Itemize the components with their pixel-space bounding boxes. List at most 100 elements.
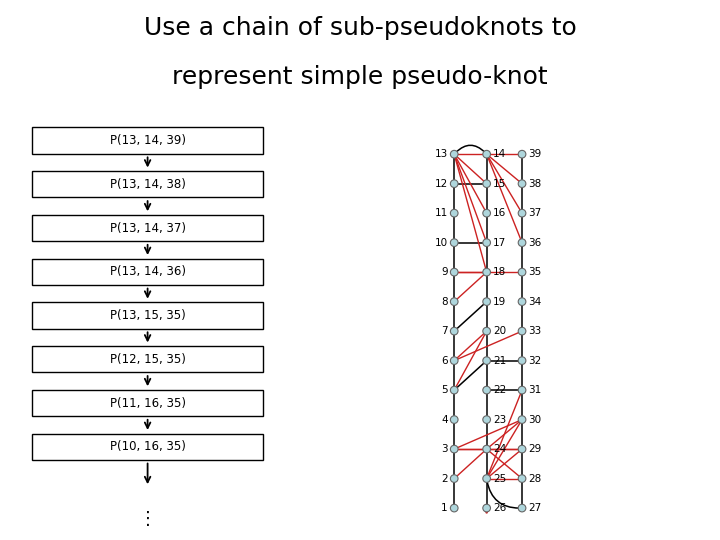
Circle shape (518, 150, 526, 158)
Text: P(13, 14, 38): P(13, 14, 38) (109, 178, 186, 191)
Text: represent simple pseudo-knot: represent simple pseudo-knot (172, 65, 548, 89)
Circle shape (483, 475, 490, 482)
Text: 6: 6 (441, 356, 448, 366)
Text: 22: 22 (493, 385, 506, 395)
Text: Use a chain of sub-pseudoknots to: Use a chain of sub-pseudoknots to (143, 16, 577, 40)
FancyBboxPatch shape (32, 259, 263, 285)
Circle shape (483, 357, 490, 364)
FancyArrowPatch shape (487, 481, 519, 508)
Circle shape (451, 504, 458, 512)
Circle shape (451, 239, 458, 246)
Circle shape (483, 298, 490, 306)
Circle shape (451, 475, 458, 482)
Text: 29: 29 (528, 444, 541, 454)
Circle shape (518, 210, 526, 217)
Text: P(13, 14, 37): P(13, 14, 37) (109, 221, 186, 234)
Circle shape (451, 446, 458, 453)
Circle shape (518, 446, 526, 453)
FancyArrowPatch shape (456, 145, 485, 152)
Text: 25: 25 (493, 474, 506, 484)
Circle shape (451, 357, 458, 364)
Circle shape (451, 180, 458, 187)
Text: 27: 27 (528, 503, 541, 513)
Circle shape (451, 327, 458, 335)
Text: ⋮: ⋮ (138, 510, 157, 529)
Text: 9: 9 (441, 267, 448, 277)
Circle shape (483, 210, 490, 217)
Circle shape (483, 239, 490, 246)
Circle shape (451, 298, 458, 306)
Text: 13: 13 (434, 149, 448, 159)
Text: 7: 7 (441, 326, 448, 336)
Text: 37: 37 (528, 208, 541, 218)
Circle shape (518, 180, 526, 187)
Text: 19: 19 (493, 296, 506, 307)
Text: 30: 30 (528, 415, 541, 424)
FancyBboxPatch shape (32, 390, 263, 416)
Circle shape (518, 416, 526, 423)
FancyArrowPatch shape (485, 510, 488, 513)
Circle shape (483, 150, 490, 158)
Circle shape (518, 268, 526, 276)
Text: 33: 33 (528, 326, 541, 336)
Circle shape (518, 327, 526, 335)
Circle shape (483, 416, 490, 423)
Circle shape (518, 504, 526, 512)
Text: 5: 5 (441, 385, 448, 395)
Text: 31: 31 (528, 385, 541, 395)
Circle shape (451, 268, 458, 276)
Text: P(10, 16, 35): P(10, 16, 35) (109, 440, 186, 453)
Text: P(13, 15, 35): P(13, 15, 35) (109, 309, 186, 322)
Text: 17: 17 (493, 238, 506, 248)
Circle shape (483, 327, 490, 335)
Circle shape (483, 446, 490, 453)
Text: 12: 12 (434, 179, 448, 188)
FancyBboxPatch shape (32, 171, 263, 198)
Text: P(13, 14, 39): P(13, 14, 39) (109, 134, 186, 147)
Text: 21: 21 (493, 356, 506, 366)
Text: 23: 23 (493, 415, 506, 424)
Text: P(13, 14, 36): P(13, 14, 36) (109, 265, 186, 278)
Text: 16: 16 (493, 208, 506, 218)
Text: 26: 26 (493, 503, 506, 513)
Circle shape (451, 150, 458, 158)
Text: 36: 36 (528, 238, 541, 248)
Text: 32: 32 (528, 356, 541, 366)
Circle shape (518, 475, 526, 482)
Text: 35: 35 (528, 267, 541, 277)
Circle shape (483, 180, 490, 187)
Circle shape (451, 416, 458, 423)
FancyBboxPatch shape (32, 434, 263, 460)
FancyBboxPatch shape (32, 346, 263, 373)
Circle shape (483, 504, 490, 512)
Text: 3: 3 (441, 444, 448, 454)
Text: 14: 14 (493, 149, 506, 159)
Circle shape (518, 357, 526, 364)
Text: 24: 24 (493, 444, 506, 454)
FancyBboxPatch shape (32, 215, 263, 241)
Text: 38: 38 (528, 179, 541, 188)
Text: 28: 28 (528, 474, 541, 484)
Text: 18: 18 (493, 267, 506, 277)
Text: 15: 15 (493, 179, 506, 188)
Text: 11: 11 (434, 208, 448, 218)
Circle shape (483, 268, 490, 276)
Circle shape (518, 386, 526, 394)
Text: P(11, 16, 35): P(11, 16, 35) (109, 396, 186, 409)
Text: 10: 10 (435, 238, 448, 248)
Text: 8: 8 (441, 296, 448, 307)
FancyBboxPatch shape (32, 127, 263, 154)
Circle shape (451, 386, 458, 394)
Circle shape (518, 298, 526, 306)
Text: 34: 34 (528, 296, 541, 307)
Text: 4: 4 (441, 415, 448, 424)
Text: 1: 1 (441, 503, 448, 513)
Text: P(12, 15, 35): P(12, 15, 35) (109, 353, 186, 366)
Text: 2: 2 (441, 474, 448, 484)
Circle shape (483, 386, 490, 394)
Circle shape (451, 210, 458, 217)
Text: 39: 39 (528, 149, 541, 159)
FancyBboxPatch shape (32, 302, 263, 329)
Circle shape (518, 239, 526, 246)
Text: 20: 20 (493, 326, 506, 336)
